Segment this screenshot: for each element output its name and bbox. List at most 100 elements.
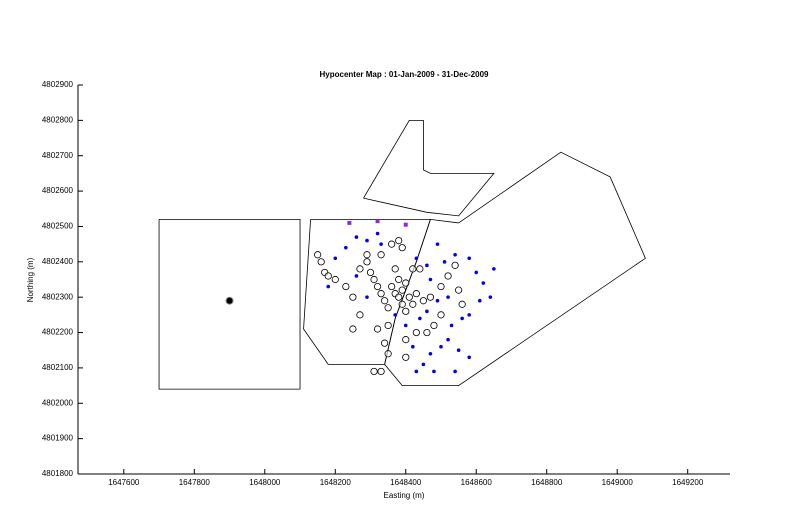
y-tick-label: 4802800	[42, 115, 74, 124]
event-dot	[435, 242, 440, 246]
event-circle	[388, 282, 396, 291]
event-circle	[398, 244, 406, 252]
event-circle	[402, 307, 410, 315]
event-circle	[426, 293, 435, 301]
event-circle	[458, 300, 466, 308]
event-circle	[356, 265, 364, 273]
event-dot	[375, 231, 380, 236]
y-axis-label: Northing (m)	[26, 257, 35, 302]
boundary-polygon	[384, 151, 646, 386]
event-dot	[477, 298, 482, 303]
event-dot	[411, 344, 415, 349]
event-circle	[451, 261, 459, 269]
x-tick-label: 1648000	[249, 478, 281, 487]
event-circle	[437, 311, 445, 319]
event-dot	[467, 313, 472, 317]
chart-title: Hypocenter Map : 01-Jan-2009 - 31-Dec-20…	[320, 70, 490, 79]
event-circle	[405, 293, 413, 301]
event-circle	[331, 275, 339, 284]
event-dot	[446, 337, 450, 342]
event-dot	[425, 309, 429, 314]
event-circle	[317, 258, 325, 266]
event-dot	[460, 316, 464, 321]
event-dot	[456, 348, 461, 353]
event-circle	[366, 268, 375, 277]
event-dot	[365, 295, 369, 299]
event-dot	[379, 242, 383, 246]
event-dot	[439, 344, 443, 349]
event-dot	[481, 281, 486, 285]
event-dot	[333, 256, 338, 261]
event-circle	[412, 328, 420, 337]
event-dot	[453, 252, 457, 257]
event-dot	[432, 369, 436, 374]
event-circle	[423, 328, 431, 337]
event-circle	[384, 321, 392, 330]
event-circle	[388, 240, 396, 248]
y-tick-label: 4801900	[42, 434, 74, 443]
y-tick-label: 4802600	[42, 186, 74, 195]
y-tick-label: 4802500	[42, 222, 74, 231]
event-dot	[418, 316, 422, 321]
event-circle	[381, 297, 389, 305]
event-circle	[409, 300, 417, 308]
station-marker	[225, 296, 234, 305]
event-circle	[324, 272, 332, 280]
event-circle	[384, 350, 392, 358]
event-circle	[402, 336, 410, 344]
x-tick-label: 1648400	[390, 478, 422, 487]
event-circle	[342, 282, 350, 291]
y-tick-label: 4802300	[42, 292, 74, 301]
boundary-polygon	[363, 119, 495, 217]
y-tick-label: 4802900	[42, 80, 74, 89]
event-circle	[409, 265, 417, 273]
event-dot	[467, 355, 472, 360]
event-circle	[370, 275, 378, 284]
event-circle	[363, 258, 371, 266]
event-dot	[453, 369, 457, 374]
event-circle	[377, 367, 385, 376]
event-dot	[354, 274, 359, 278]
event-dot	[492, 267, 496, 271]
event-dot	[344, 245, 348, 250]
y-tick-label: 4802700	[42, 151, 74, 160]
event-circle	[444, 272, 452, 280]
event-dot	[414, 256, 419, 261]
event-dot	[488, 295, 493, 299]
event-circle	[395, 293, 403, 301]
event-circle	[349, 293, 357, 301]
event-circle	[377, 251, 385, 259]
event-circle	[398, 300, 406, 308]
event-dot	[467, 256, 472, 261]
x-tick-label: 1647600	[108, 478, 140, 487]
y-tick-label: 4802100	[42, 363, 74, 372]
event-circle	[370, 367, 378, 376]
x-tick-label: 1649200	[672, 478, 704, 487]
event-square	[375, 219, 380, 224]
event-circle	[402, 353, 410, 361]
event-square	[347, 220, 352, 225]
event-dot	[354, 235, 359, 239]
event-dot	[326, 284, 331, 289]
event-circle	[373, 282, 382, 291]
event-dot	[435, 298, 440, 303]
event-dot	[365, 238, 369, 243]
y-tick-label: 4802200	[42, 328, 74, 337]
event-dot	[421, 362, 426, 367]
event-dot	[414, 369, 419, 374]
event-circle	[384, 304, 392, 312]
event-dot	[446, 295, 450, 299]
event-dot	[425, 263, 429, 268]
event-dot	[474, 270, 479, 275]
event-circle	[398, 286, 406, 294]
y-tick-label: 4802400	[42, 257, 74, 266]
x-tick-label: 1648800	[531, 478, 563, 487]
event-dot	[449, 323, 454, 328]
event-circle	[373, 325, 382, 333]
event-circle	[412, 290, 420, 298]
event-dot	[428, 351, 433, 356]
event-circle	[377, 290, 385, 298]
event-circle	[402, 279, 410, 287]
